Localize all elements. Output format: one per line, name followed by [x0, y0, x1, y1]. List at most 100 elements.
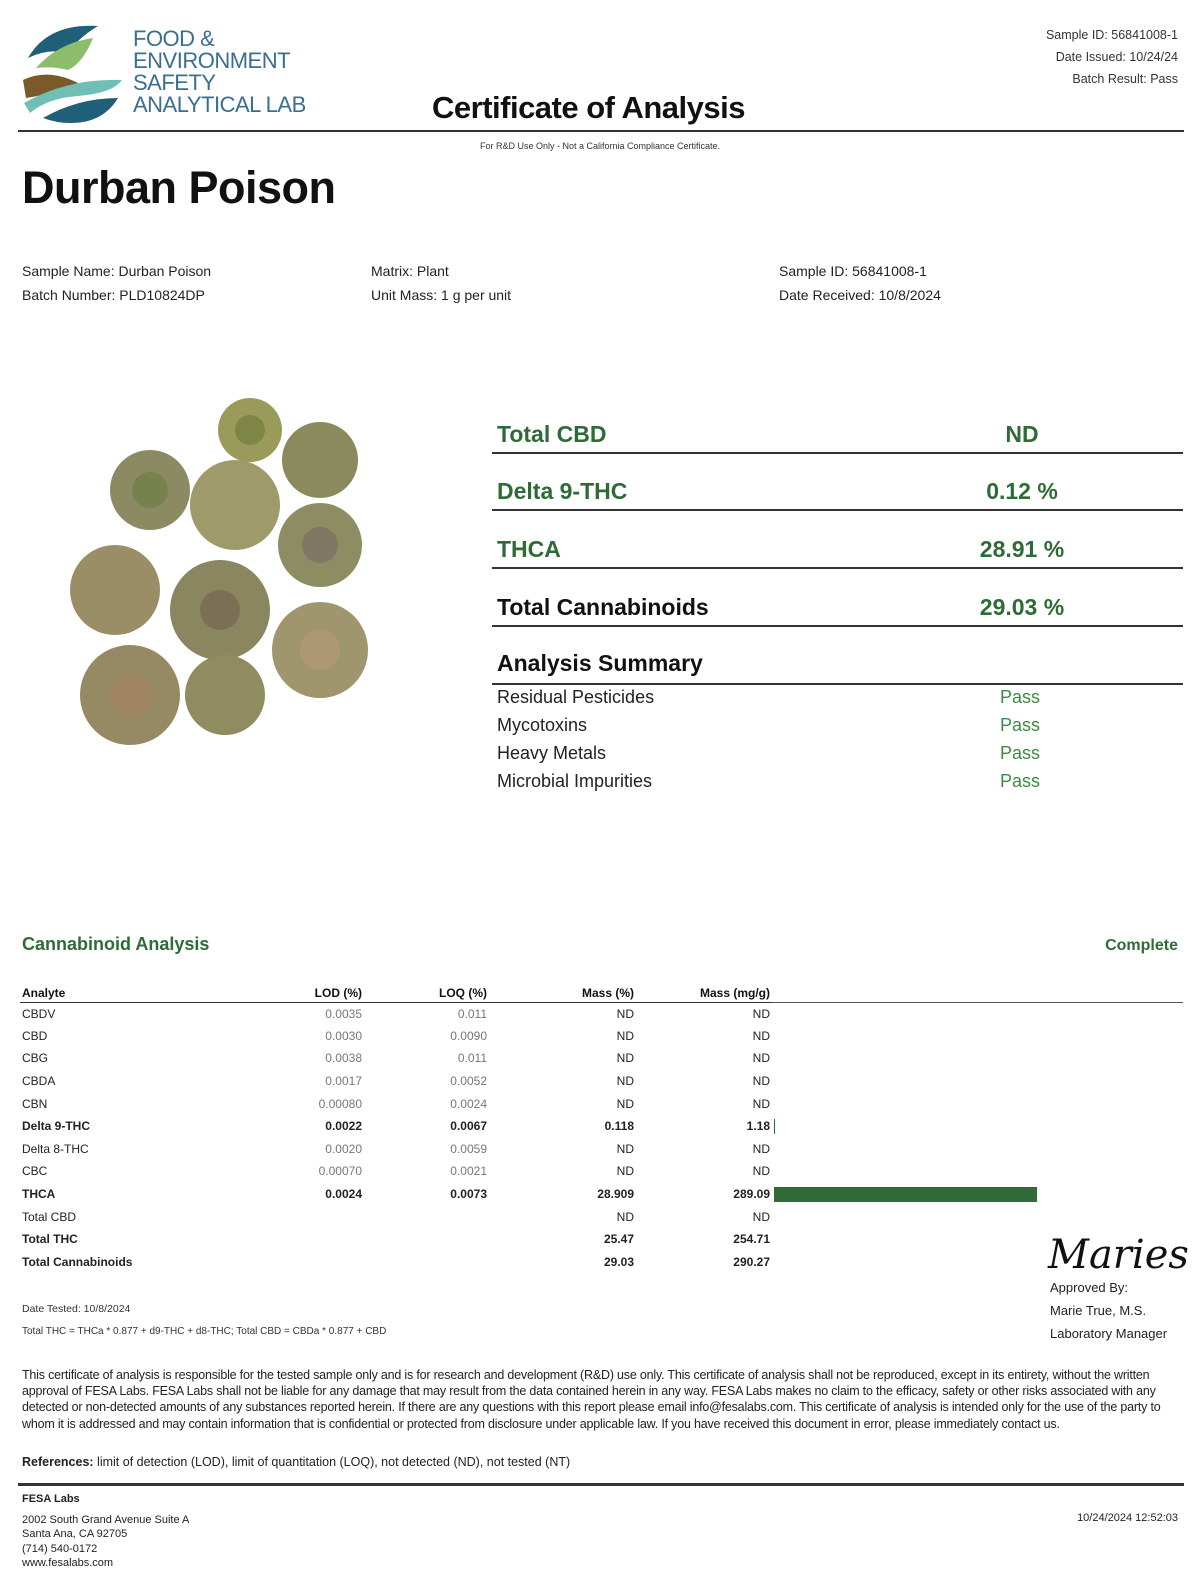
- mass-percent-cell: ND: [616, 1164, 634, 1179]
- summary-value: ND: [1005, 421, 1039, 447]
- unit-mass: Unit Mass: 1 g per unit: [371, 287, 512, 303]
- analysis-result: Pass: [1000, 771, 1041, 791]
- mass-percent-cell: ND: [616, 1006, 634, 1021]
- lod-cell: [220, 1228, 364, 1251]
- logo-line: FOOD &: [133, 26, 215, 51]
- analysis-item: Heavy Metals Pass: [497, 743, 1177, 771]
- product-photo: [70, 398, 368, 745]
- mass-mg-g-cell: ND: [752, 1051, 770, 1066]
- info-col-3: Sample ID: 56841008-1 Date Received: 10/…: [779, 259, 941, 307]
- footer-company: FESA Labs: [22, 1493, 80, 1505]
- column-header: Mass (%): [489, 985, 636, 1003]
- mass-mg-g-cell: ND: [752, 1141, 770, 1156]
- analyte-cell: CBG: [22, 1051, 49, 1066]
- table-row: Total CBD ND ND: [20, 1205, 1062, 1228]
- info-col-1: Sample Name: Durban Poison Batch Number:…: [22, 259, 211, 307]
- analyte-cell: Delta 8-THC: [22, 1141, 89, 1156]
- cannabinoid-analysis-title: Cannabinoid Analysis: [22, 934, 210, 954]
- divider: [492, 683, 1183, 685]
- lod-cell: 0.0020: [325, 1141, 362, 1156]
- analysis-label: Heavy Metals: [497, 743, 607, 763]
- table-row: CBD 0.0030 0.0090 ND ND: [20, 1025, 1062, 1048]
- footer-address: FESA Labs 2002 South Grand Avenue Suite …: [22, 1492, 189, 1571]
- loq-cell: [364, 1228, 489, 1251]
- loq-cell: 0.0090: [450, 1028, 487, 1043]
- date-received: Date Received: 10/8/2024: [779, 287, 941, 303]
- table-rule: [20, 1002, 1183, 1003]
- column-header: Analyte: [20, 985, 220, 1003]
- info-sample-id: Sample ID: 56841008-1: [779, 263, 927, 279]
- mass-bar-cell: [772, 1115, 1062, 1138]
- loq-cell: 0.011: [457, 1051, 487, 1066]
- lod-cell: [220, 1251, 364, 1274]
- analyte-cell: Total Cannabinoids: [22, 1254, 133, 1269]
- logo-line: ENVIRONMENT: [133, 48, 291, 73]
- table-row: CBG 0.0038 0.011 ND ND: [20, 1047, 1062, 1070]
- mass-mg-g-cell: ND: [752, 1074, 770, 1089]
- mass-percent-cell: 0.118: [604, 1119, 634, 1134]
- references-text: limit of detection (LOD), limit of quant…: [93, 1455, 571, 1469]
- loq-cell: 0.0024: [450, 1096, 487, 1111]
- analysis-item: Mycotoxins Pass: [497, 715, 1177, 743]
- cannabinoid-table: Analyte LOD (%) LOQ (%) Mass (%) Mass (m…: [20, 985, 1062, 1273]
- summary-value: 0.12 %: [986, 478, 1058, 504]
- header-batch-result: Batch Result: Pass: [1072, 72, 1178, 86]
- footer-phone: (714) 540-0172: [22, 1542, 98, 1555]
- table-row: CBDV 0.0035 0.011 ND ND: [20, 1002, 1062, 1025]
- analyte-cell: CBC: [22, 1164, 48, 1179]
- lod-cell: 0.00070: [318, 1164, 362, 1179]
- matrix: Matrix: Plant: [371, 263, 449, 279]
- footer-timestamp: 10/24/2024 12:52:03: [1077, 1512, 1178, 1524]
- approval-block: Approved By: Marie True, M.S. Laboratory…: [1050, 1276, 1167, 1345]
- analyte-cell: Total THC: [22, 1232, 78, 1247]
- info-col-2: Matrix: Plant Unit Mass: 1 g per unit: [371, 259, 511, 307]
- mass-bar-cell: [772, 1205, 1062, 1228]
- analysis-label: Mycotoxins: [497, 715, 588, 735]
- summary-label: THCA: [497, 536, 561, 562]
- mass-bar-cell: [772, 1251, 1062, 1274]
- table-row: Delta 8-THC 0.0020 0.0059 ND ND: [20, 1138, 1062, 1161]
- compliance-note: For R&D Use Only - Not a California Comp…: [479, 141, 721, 151]
- mass-bar-cell: [772, 1070, 1062, 1093]
- mass-bar-cell: [772, 1002, 1062, 1025]
- table-row: THCA 0.0024 0.0073 28.909 289.09: [20, 1183, 1062, 1206]
- mass-mg-g-cell: ND: [752, 1028, 770, 1043]
- column-header: LOQ (%): [364, 985, 489, 1003]
- mass-percent-cell: ND: [616, 1028, 634, 1043]
- analysis-result: Pass: [1000, 715, 1041, 735]
- mass-bar-cell: [772, 1025, 1062, 1048]
- status-badge: Complete: [1105, 937, 1178, 954]
- summary-label: Total CBD: [497, 421, 607, 447]
- table-row: Total THC 25.47 254.71: [20, 1228, 1062, 1251]
- analyte-cell: CBDA: [22, 1074, 56, 1089]
- analysis-result: Pass: [1000, 743, 1041, 763]
- table-row: Total Cannabinoids 29.03 290.27: [20, 1251, 1062, 1274]
- lod-cell: 0.0030: [325, 1028, 362, 1043]
- footer-website[interactable]: www.fesalabs.com: [22, 1557, 114, 1569]
- disclaimer: This certificate of analysis is responsi…: [22, 1368, 1161, 1431]
- analyte-cell: CBD: [22, 1028, 48, 1043]
- mass-bar-cell: [772, 1047, 1062, 1070]
- column-header: LOD (%): [220, 985, 364, 1003]
- mass-percent-cell: 28.909: [597, 1187, 634, 1202]
- mass-percent-cell: ND: [616, 1074, 634, 1089]
- product-name: Durban Poison: [22, 162, 336, 213]
- mass-bar: [774, 1186, 1037, 1202]
- loq-cell: 0.0052: [450, 1074, 487, 1089]
- mass-mg-g-cell: ND: [752, 1209, 770, 1224]
- mass-mg-g-cell: 1.18: [746, 1119, 770, 1134]
- mass-mg-g-cell: 290.27: [733, 1254, 770, 1269]
- analyte-cell: CBN: [22, 1096, 48, 1111]
- loq-cell: [364, 1251, 489, 1274]
- mass-percent-cell: ND: [616, 1209, 634, 1224]
- lab-logo-icon: [19, 19, 123, 123]
- summary-row-thca: THCA 28.91 %: [492, 529, 1183, 569]
- batch-number: Batch Number: PLD10824DP: [22, 287, 205, 303]
- logo-line: SAFETY: [133, 70, 216, 95]
- references-label: References:: [22, 1455, 94, 1469]
- mass-mg-g-cell: ND: [752, 1006, 770, 1021]
- table-row: CBC 0.00070 0.0021 ND ND: [20, 1160, 1062, 1183]
- mass-bar-cell: [772, 1183, 1062, 1206]
- analyte-cell: THCA: [22, 1187, 56, 1202]
- loq-cell: 0.0073: [450, 1187, 487, 1202]
